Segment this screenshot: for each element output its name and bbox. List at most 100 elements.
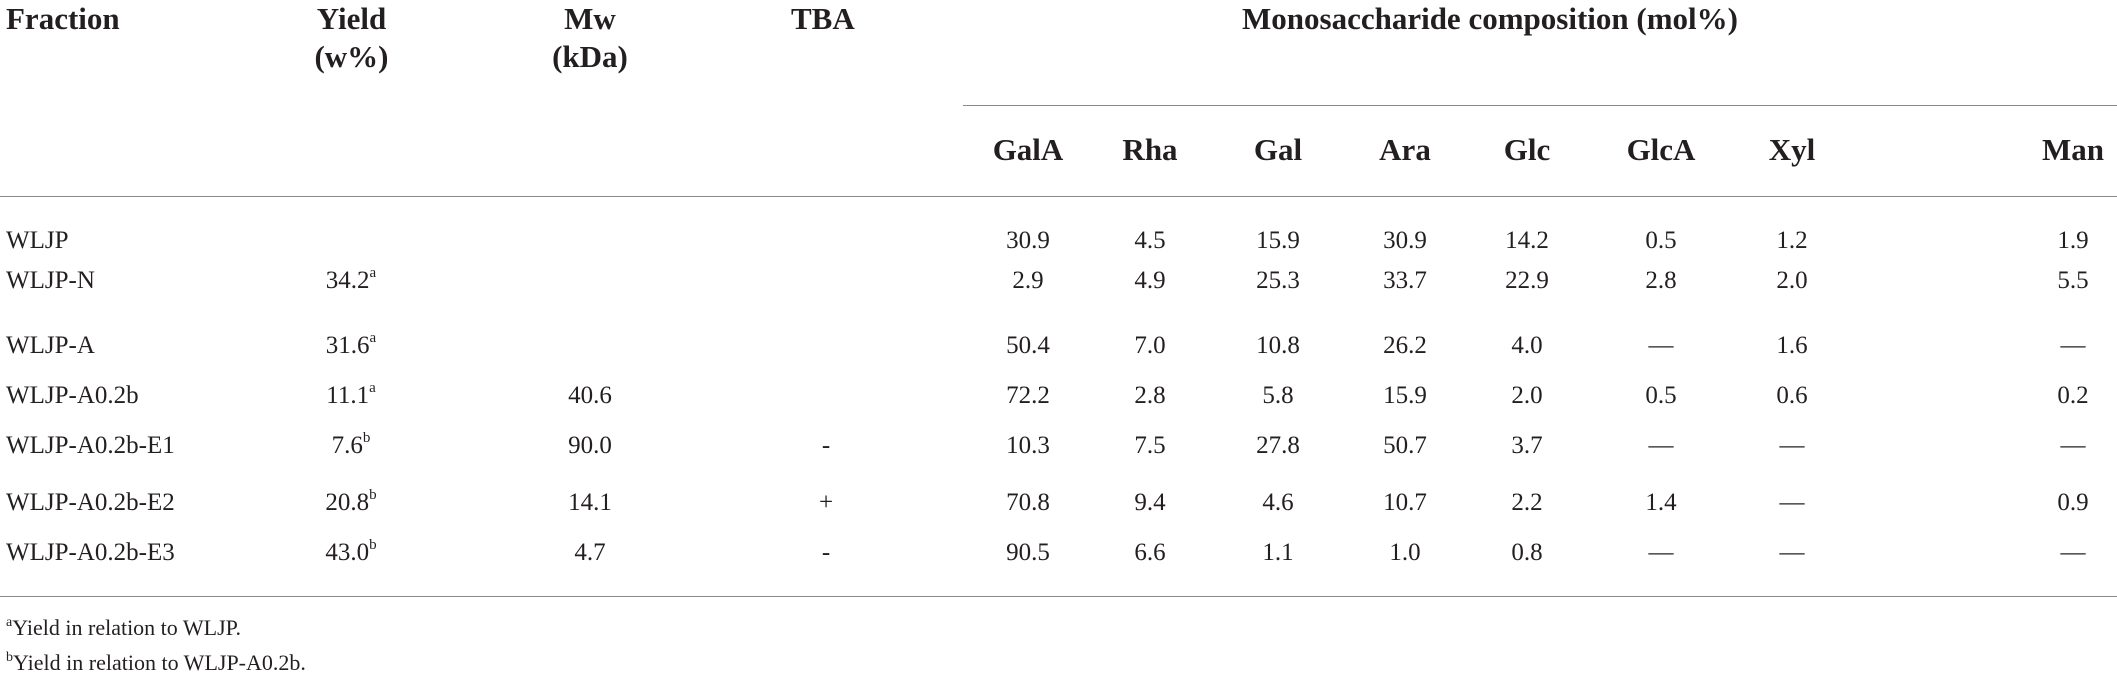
- cell-mw: 90.0: [568, 432, 612, 459]
- cell-yield-value: 7.6: [331, 432, 363, 459]
- cell-man: —: [2060, 432, 2086, 459]
- header-ara: Ara: [1379, 132, 1431, 167]
- cell-yield-value: 20.8: [325, 489, 370, 516]
- header-tba: TBA: [791, 1, 855, 36]
- cell-fraction: WLJP-A: [6, 332, 95, 359]
- cell-man: —: [2060, 332, 2086, 359]
- cell-xyl: 1.2: [1776, 227, 1808, 254]
- cell-xyl: 2.0: [1776, 267, 1808, 294]
- header-xyl: Xyl: [1768, 132, 1816, 167]
- header-yield-line2: (w%): [314, 39, 389, 74]
- cell-yield-footnote-mark: a: [369, 329, 377, 346]
- cell-glc: 2.0: [1511, 382, 1543, 409]
- cell-yield: 43.0b: [325, 536, 377, 568]
- cell-ara: 15.9: [1383, 382, 1427, 409]
- header-yield-line1: Yield: [316, 1, 387, 36]
- cell-rha: 9.4: [1134, 489, 1166, 516]
- group-rule: [963, 105, 2117, 106]
- cell-fraction: WLJP-A0.2b: [6, 382, 139, 409]
- header-yield: Yield (w%): [309, 0, 394, 76]
- header-glca: GlcA: [1626, 132, 1696, 167]
- cell-gal: 10.8: [1256, 332, 1300, 359]
- cell-glca: 0.5: [1645, 227, 1677, 254]
- header-mw: Mw (kDa): [545, 0, 635, 76]
- cell-fraction: WLJP-A0.2b-E1: [6, 432, 175, 459]
- footnote-a-text: Yield in relation to WLJP.: [12, 615, 241, 640]
- cell-glca: —: [1648, 432, 1674, 459]
- cell-gal: 4.6: [1262, 489, 1294, 516]
- cell-gala: 72.2: [1006, 382, 1050, 409]
- header-mw-line1: Mw: [564, 1, 616, 36]
- footnote-b: bYield in relation to WLJP-A0.2b.: [6, 649, 306, 677]
- header-fraction: Fraction: [6, 1, 120, 36]
- cell-gala: 30.9: [1006, 227, 1050, 254]
- cell-gala: 50.4: [1006, 332, 1050, 359]
- cell-xyl: 1.6: [1776, 332, 1808, 359]
- header-gal: Gal: [1253, 132, 1303, 167]
- cell-glc: 3.7: [1511, 432, 1543, 459]
- cell-gal: 25.3: [1256, 267, 1300, 294]
- cell-yield-footnote-mark: a: [369, 264, 377, 281]
- cell-fraction: WLJP-N: [6, 267, 95, 294]
- cell-glc: 0.8: [1511, 539, 1543, 566]
- cell-ara: 50.7: [1383, 432, 1427, 459]
- cell-gala: 2.9: [1012, 267, 1044, 294]
- footnote-a: aYield in relation to WLJP.: [6, 614, 241, 642]
- cell-man: 0.2: [2057, 382, 2089, 409]
- cell-xyl: —: [1779, 539, 1805, 566]
- header-bottom-rule: [0, 196, 2117, 197]
- cell-rha: 4.5: [1134, 227, 1166, 254]
- cell-man: —: [2060, 539, 2086, 566]
- header-mw-line2: (kDa): [552, 39, 628, 74]
- cell-yield: 34.2a: [326, 264, 377, 296]
- header-man: Man: [2042, 132, 2104, 167]
- cell-glca: 2.8: [1645, 267, 1677, 294]
- cell-xyl: —: [1779, 489, 1805, 516]
- cell-man: 0.9: [2057, 489, 2089, 516]
- header-rha: Rha: [1122, 132, 1178, 167]
- cell-rha: 2.8: [1134, 382, 1166, 409]
- cell-mw: 40.6: [568, 382, 612, 409]
- cell-yield: 7.6b: [331, 429, 371, 461]
- cell-tba: +: [818, 489, 834, 516]
- cell-gala: 90.5: [1006, 539, 1050, 566]
- cell-glca: 1.4: [1645, 489, 1677, 516]
- cell-yield-value: 31.6: [325, 332, 370, 359]
- cell-ara: 26.2: [1383, 332, 1427, 359]
- cell-gala: 70.8: [1006, 489, 1050, 516]
- footnote-b-mark: b: [6, 649, 13, 665]
- header-gala: GalA: [992, 132, 1064, 167]
- cell-glca: —: [1648, 539, 1674, 566]
- cell-gal: 15.9: [1256, 227, 1300, 254]
- cell-man: 5.5: [2057, 267, 2089, 294]
- cell-fraction: WLJP-A0.2b-E3: [6, 539, 175, 566]
- cell-glc: 14.2: [1505, 227, 1549, 254]
- cell-ara: 33.7: [1383, 267, 1427, 294]
- cell-yield: 20.8b: [325, 486, 377, 518]
- cell-glc: 22.9: [1505, 267, 1549, 294]
- cell-ara: 10.7: [1383, 489, 1427, 516]
- header-monosaccharide-group: Monosaccharide composition (mol%): [1242, 1, 1738, 36]
- header-glc: Glc: [1503, 132, 1551, 167]
- cell-man: 1.9: [2057, 227, 2089, 254]
- cell-yield-footnote-mark: b: [369, 536, 377, 553]
- cell-yield-footnote-mark: b: [369, 486, 377, 503]
- cell-glca: —: [1648, 332, 1674, 359]
- cell-glc: 4.0: [1511, 332, 1543, 359]
- cell-yield: 11.1a: [326, 379, 376, 411]
- footnote-b-text: Yield in relation to WLJP-A0.2b.: [13, 650, 306, 675]
- cell-rha: 7.5: [1134, 432, 1166, 459]
- cell-tba: -: [821, 539, 831, 566]
- footnote-a-mark: a: [6, 614, 13, 630]
- cell-yield-footnote-mark: a: [369, 379, 376, 396]
- cell-glca: 0.5: [1645, 382, 1677, 409]
- cell-fraction: WLJP-A0.2b-E2: [6, 489, 175, 516]
- cell-ara: 30.9: [1383, 227, 1427, 254]
- cell-mw: 4.7: [574, 539, 606, 566]
- cell-gala: 10.3: [1006, 432, 1050, 459]
- cell-mw: 14.1: [568, 489, 612, 516]
- cell-yield-footnote-mark: b: [362, 429, 371, 446]
- cell-xyl: 0.6: [1776, 382, 1808, 409]
- cell-rha: 4.9: [1134, 267, 1166, 294]
- cell-yield-value: 43.0: [325, 539, 370, 566]
